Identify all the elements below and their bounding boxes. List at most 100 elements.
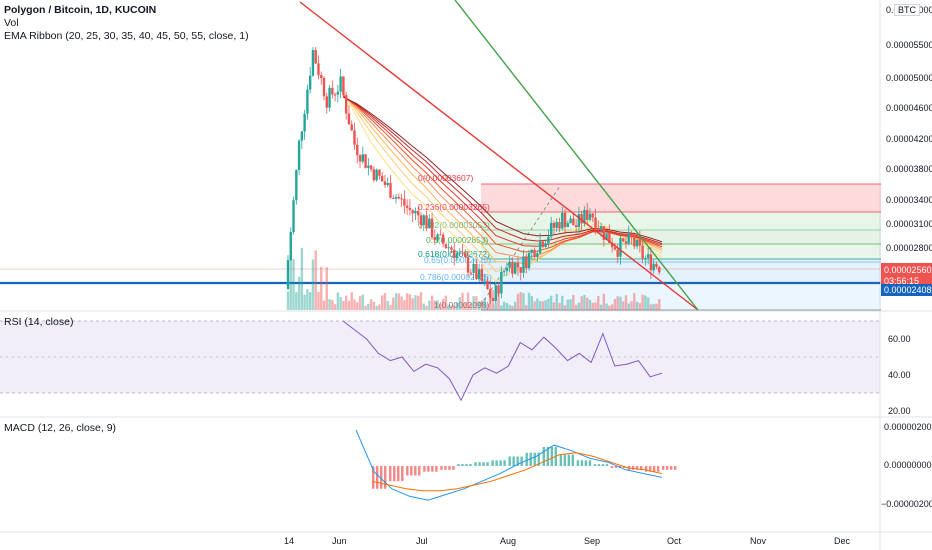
macd-histogram <box>372 447 677 489</box>
macd-histogram-bar <box>474 462 477 466</box>
rsi-tick: 60.00 <box>888 334 911 344</box>
price-pane[interactable] <box>0 0 880 310</box>
candle-body <box>389 182 392 198</box>
macd-histogram-bar <box>414 466 417 476</box>
volume-bar <box>444 295 448 310</box>
volume-bar <box>602 293 606 310</box>
candle-body <box>525 256 528 269</box>
macd-histogram-bar <box>584 460 588 466</box>
macd-histogram-bar <box>563 454 567 466</box>
candle-body <box>655 263 658 268</box>
candle-body <box>289 231 292 261</box>
candle-body <box>380 175 384 182</box>
macd-histogram-bar <box>639 466 643 470</box>
ema-legend[interactable]: EMA Ribbon (20, 25, 30, 35, 40, 45, 50, … <box>4 30 249 42</box>
macd-histogram-bar <box>571 454 575 466</box>
macd-axis[interactable]: 0.00000200 0.00000000 −0.00000200 <box>881 422 932 509</box>
candle-body <box>405 205 409 208</box>
volume-bar <box>464 303 467 310</box>
candle-body <box>594 217 597 229</box>
candle-body <box>336 91 340 95</box>
candlesticks[interactable] <box>286 46 661 305</box>
macd-histogram-bar <box>601 464 605 466</box>
fib-label-3: 0.5(0.00002853) <box>426 235 489 245</box>
volume-bar <box>486 304 489 310</box>
macd-histogram-bar <box>666 466 669 470</box>
macd-histogram-bar <box>478 462 481 466</box>
volume-bar <box>638 303 642 310</box>
candle-body <box>369 165 373 170</box>
candle-body <box>314 50 317 64</box>
macd-histogram-bar <box>674 466 677 470</box>
volume-bar <box>513 301 517 310</box>
candle-body <box>619 238 622 257</box>
volume-bar <box>594 302 597 310</box>
volume-bar <box>541 301 545 310</box>
macd-histogram-bar <box>593 464 597 466</box>
candle-body <box>644 258 647 260</box>
symbol-title[interactable]: Polygon / Bitcoin, 1D, KUCOIN <box>4 4 156 17</box>
candle-body <box>519 267 522 273</box>
candle-body <box>411 209 414 214</box>
volume-bar <box>333 304 337 310</box>
candle-body <box>353 130 356 145</box>
volume-bar <box>380 295 384 310</box>
volume-bar <box>295 291 298 310</box>
macd-histogram-bar <box>384 466 387 489</box>
volume-bar <box>364 305 367 310</box>
candle-body <box>450 247 453 250</box>
rsi-axis[interactable]: 60.00 40.00 20.00 <box>888 334 911 416</box>
volume-bar <box>422 303 425 310</box>
candle-body <box>483 280 486 282</box>
candle-body <box>350 124 353 131</box>
macd-histogram-bar <box>435 466 438 472</box>
volume-bar <box>461 292 464 310</box>
candle-body <box>322 77 326 97</box>
candle-body <box>641 245 644 259</box>
volume-bar <box>475 296 478 310</box>
candle-body <box>444 243 448 249</box>
macd-legend[interactable]: MACD (12, 26, close, 9) <box>4 422 117 434</box>
rsi-tick: 20.00 <box>888 406 911 416</box>
time-axis[interactable]: 14 Jun Jul Aug Sep Oct Nov Dec <box>284 536 851 546</box>
volume-bar <box>527 292 531 310</box>
volume-bar <box>599 304 603 310</box>
volume-bar <box>408 294 412 310</box>
candle-body <box>635 239 639 247</box>
candle-body <box>547 236 550 244</box>
rsi-legend[interactable]: RSI (14, close) <box>4 316 74 328</box>
green-trendline[interactable] <box>454 0 699 311</box>
red-trendline[interactable] <box>299 1 699 311</box>
candle-body <box>356 144 359 156</box>
candle-body <box>361 154 364 162</box>
candle-body <box>633 237 636 247</box>
price-axis[interactable]: 0.00006000 0.00005500 0.00005000 0.00004… <box>886 5 932 253</box>
candle-body <box>613 247 617 250</box>
volume-bar <box>428 300 431 310</box>
volume-bar <box>347 300 351 310</box>
volume-bar <box>505 302 509 310</box>
macd-histogram-bar <box>440 466 443 470</box>
candle-body <box>292 200 295 232</box>
volume-bar <box>389 305 392 310</box>
candle-body <box>466 257 470 273</box>
macd-histogram-bar <box>423 466 426 472</box>
candle-body <box>583 209 586 224</box>
candle-body <box>458 252 461 254</box>
volume-bar <box>372 301 376 310</box>
macd-histogram-bar <box>482 462 485 466</box>
volume-bar <box>455 302 459 310</box>
volume-bar <box>558 302 561 310</box>
volume-bar <box>644 295 647 310</box>
macd-histogram-bar <box>503 460 506 466</box>
volume-bar <box>339 297 342 310</box>
last-price-tag <box>881 263 932 287</box>
currency-badge[interactable]: BTC <box>894 4 920 16</box>
volume-bar <box>356 302 359 310</box>
volume-legend[interactable]: Vol <box>4 17 19 29</box>
candle-body <box>308 75 312 90</box>
volume-bar <box>508 304 511 310</box>
macd-histogram-bar <box>508 456 511 466</box>
macd-histogram-bar <box>610 466 614 468</box>
